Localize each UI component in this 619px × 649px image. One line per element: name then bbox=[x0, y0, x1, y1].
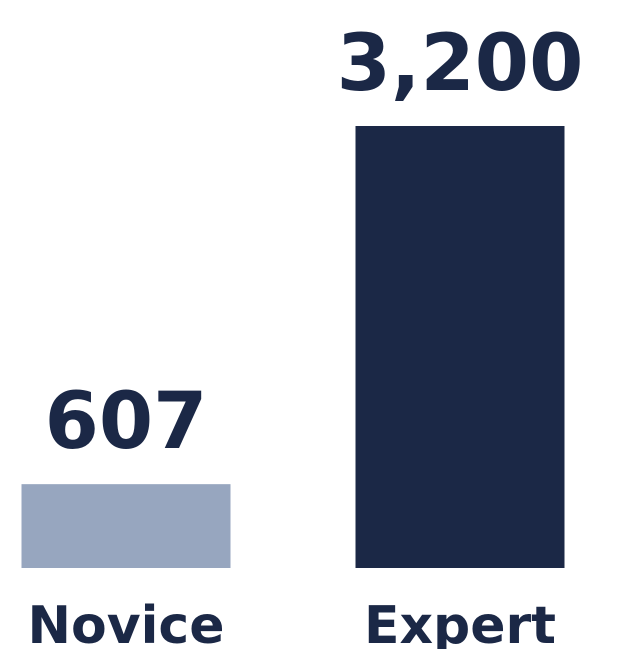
category-label-expert: Expert bbox=[364, 596, 556, 649]
category-label-novice: Novice bbox=[27, 596, 224, 649]
value-label-expert: 3,200 bbox=[337, 19, 584, 109]
bar-expert bbox=[355, 126, 565, 568]
bar-novice bbox=[21, 484, 231, 568]
plot-area: 607 3,200 Novice Expert bbox=[21, 19, 584, 649]
value-label-novice: 607 bbox=[45, 377, 208, 467]
